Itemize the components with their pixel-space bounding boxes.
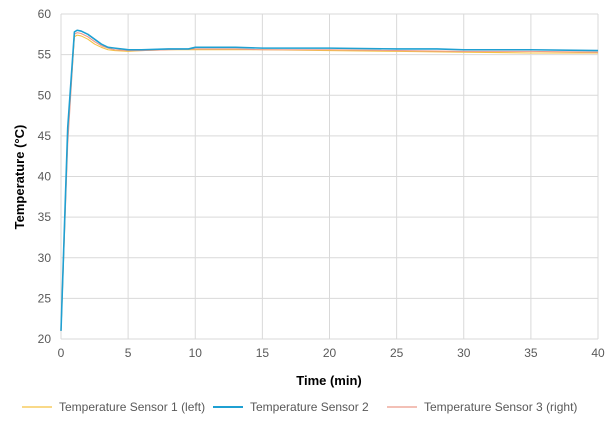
x-tick-label: 10	[189, 346, 203, 360]
x-tick-label: 25	[390, 346, 404, 360]
x-tick-label: 35	[524, 346, 538, 360]
x-tick-label: 30	[457, 346, 471, 360]
y-tick-label: 30	[38, 251, 52, 265]
x-axis-ticks: 0 5 10 15 20 25 30 35 40	[58, 346, 605, 360]
y-tick-label: 50	[38, 88, 52, 102]
series-line-2	[60, 29, 599, 331]
y-axis-ticks: 20 25 30 35 40 45 50 55 60	[38, 7, 52, 346]
y-tick-label: 60	[38, 7, 52, 21]
x-tick-label: 0	[58, 346, 65, 360]
x-tick-label: 5	[125, 346, 132, 360]
y-tick-label: 45	[38, 129, 52, 143]
y-tick-label: 55	[38, 48, 52, 62]
series-line-1	[60, 34, 598, 331]
grid-lines	[60, 13, 599, 340]
series-line-3	[60, 32, 599, 331]
y-axis-title: Temperature (°C)	[12, 125, 27, 230]
legend-label-1: Temperature Sensor 1 (left)	[59, 400, 205, 414]
y-tick-label: 20	[38, 332, 52, 346]
x-tick-label: 20	[323, 346, 337, 360]
y-tick-label: 35	[38, 210, 52, 224]
x-axis-title: Time (min)	[296, 373, 362, 388]
y-tick-label: 40	[38, 170, 52, 184]
legend: Temperature Sensor 1 (left) Temperature S…	[22, 400, 577, 414]
y-tick-label: 25	[38, 291, 52, 305]
legend-label-2: Temperature Sensor 2	[250, 400, 369, 414]
series-layer	[60, 29, 599, 331]
x-tick-label: 15	[256, 346, 270, 360]
x-tick-label: 40	[591, 346, 605, 360]
legend-label-3: Temperature Sensor 3 (right)	[424, 400, 577, 414]
